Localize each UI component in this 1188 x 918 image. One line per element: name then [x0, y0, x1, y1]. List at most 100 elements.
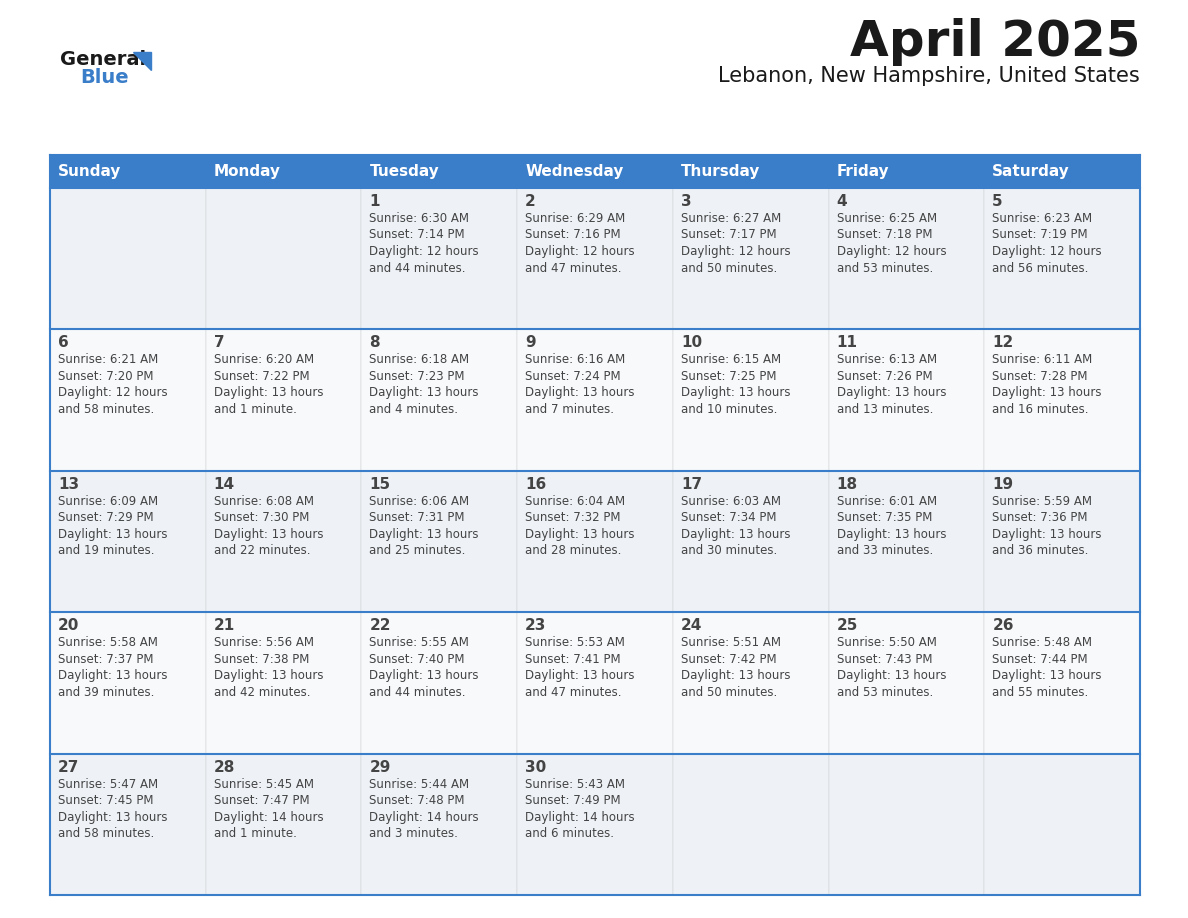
Text: Daylight: 13 hours: Daylight: 13 hours [681, 386, 790, 399]
Text: Daylight: 13 hours: Daylight: 13 hours [836, 528, 946, 541]
Text: Daylight: 13 hours: Daylight: 13 hours [214, 669, 323, 682]
Text: 1: 1 [369, 194, 380, 209]
Text: 22: 22 [369, 618, 391, 633]
Text: 25: 25 [836, 618, 858, 633]
Text: Sunset: 7:17 PM: Sunset: 7:17 PM [681, 229, 777, 241]
Bar [206, 612, 361, 754]
Bar [50, 754, 206, 895]
Bar [985, 330, 1140, 471]
Bar [672, 188, 828, 330]
Text: Sunrise: 5:55 AM: Sunrise: 5:55 AM [369, 636, 469, 649]
Text: and 22 minutes.: and 22 minutes. [214, 544, 310, 557]
Text: Sunset: 7:18 PM: Sunset: 7:18 PM [836, 229, 933, 241]
Bar [672, 612, 828, 754]
Text: Sunset: 7:49 PM: Sunset: 7:49 PM [525, 794, 621, 807]
Text: Sunset: 7:40 PM: Sunset: 7:40 PM [369, 653, 465, 666]
Text: and 50 minutes.: and 50 minutes. [681, 262, 777, 274]
Text: 16: 16 [525, 476, 546, 492]
Text: and 25 minutes.: and 25 minutes. [369, 544, 466, 557]
Text: and 6 minutes.: and 6 minutes. [525, 827, 614, 840]
Text: Daylight: 13 hours: Daylight: 13 hours [681, 669, 790, 682]
Text: Sunrise: 6:11 AM: Sunrise: 6:11 AM [992, 353, 1093, 366]
Text: Sunrise: 6:09 AM: Sunrise: 6:09 AM [58, 495, 158, 508]
Bar [985, 754, 1140, 895]
Bar [206, 155, 361, 188]
Bar [206, 754, 361, 895]
Text: Sunrise: 6:18 AM: Sunrise: 6:18 AM [369, 353, 469, 366]
Text: 23: 23 [525, 618, 546, 633]
Text: 27: 27 [58, 759, 80, 775]
Text: Sunrise: 5:50 AM: Sunrise: 5:50 AM [836, 636, 936, 649]
Text: Daylight: 12 hours: Daylight: 12 hours [836, 245, 946, 258]
Bar [361, 612, 517, 754]
Text: Daylight: 13 hours: Daylight: 13 hours [58, 528, 168, 541]
Text: Daylight: 13 hours: Daylight: 13 hours [992, 386, 1101, 399]
Text: 13: 13 [58, 476, 80, 492]
Text: 28: 28 [214, 759, 235, 775]
Text: and 13 minutes.: and 13 minutes. [836, 403, 933, 416]
Text: 5: 5 [992, 194, 1003, 209]
Bar [828, 155, 985, 188]
Text: and 56 minutes.: and 56 minutes. [992, 262, 1088, 274]
Text: and 19 minutes.: and 19 minutes. [58, 544, 154, 557]
Bar [206, 188, 361, 330]
Bar [828, 471, 985, 612]
Text: and 47 minutes.: and 47 minutes. [525, 262, 621, 274]
Text: and 4 minutes.: and 4 minutes. [369, 403, 459, 416]
Text: Blue: Blue [80, 68, 128, 87]
Text: 6: 6 [58, 335, 69, 351]
Text: Tuesday: Tuesday [369, 164, 440, 179]
Bar [517, 754, 672, 895]
Text: General: General [61, 50, 146, 69]
Text: 10: 10 [681, 335, 702, 351]
Text: Daylight: 12 hours: Daylight: 12 hours [992, 245, 1102, 258]
Text: Monday: Monday [214, 164, 280, 179]
Text: and 47 minutes.: and 47 minutes. [525, 686, 621, 699]
Text: Sunrise: 6:20 AM: Sunrise: 6:20 AM [214, 353, 314, 366]
Text: Sunset: 7:28 PM: Sunset: 7:28 PM [992, 370, 1088, 383]
Bar [828, 754, 985, 895]
Text: 11: 11 [836, 335, 858, 351]
Text: Daylight: 13 hours: Daylight: 13 hours [836, 386, 946, 399]
Text: Sunrise: 6:13 AM: Sunrise: 6:13 AM [836, 353, 936, 366]
Text: Daylight: 13 hours: Daylight: 13 hours [214, 528, 323, 541]
Text: Sunset: 7:41 PM: Sunset: 7:41 PM [525, 653, 621, 666]
Text: Sunset: 7:48 PM: Sunset: 7:48 PM [369, 794, 465, 807]
Bar [828, 612, 985, 754]
Text: Daylight: 12 hours: Daylight: 12 hours [525, 245, 634, 258]
Polygon shape [133, 52, 151, 70]
Text: Sunrise: 5:48 AM: Sunrise: 5:48 AM [992, 636, 1092, 649]
Bar [361, 330, 517, 471]
Text: 19: 19 [992, 476, 1013, 492]
Text: and 1 minute.: and 1 minute. [214, 827, 297, 840]
Text: Sunset: 7:29 PM: Sunset: 7:29 PM [58, 511, 153, 524]
Text: and 44 minutes.: and 44 minutes. [369, 686, 466, 699]
Bar [361, 188, 517, 330]
Text: Sunrise: 5:58 AM: Sunrise: 5:58 AM [58, 636, 158, 649]
Text: and 30 minutes.: and 30 minutes. [681, 544, 777, 557]
Text: Sunset: 7:14 PM: Sunset: 7:14 PM [369, 229, 465, 241]
Bar [828, 330, 985, 471]
Text: and 7 minutes.: and 7 minutes. [525, 403, 614, 416]
Text: Sunrise: 5:51 AM: Sunrise: 5:51 AM [681, 636, 781, 649]
Text: 29: 29 [369, 759, 391, 775]
Text: and 16 minutes.: and 16 minutes. [992, 403, 1088, 416]
Text: Sunrise: 6:06 AM: Sunrise: 6:06 AM [369, 495, 469, 508]
Text: and 28 minutes.: and 28 minutes. [525, 544, 621, 557]
Text: 15: 15 [369, 476, 391, 492]
Text: 9: 9 [525, 335, 536, 351]
Text: and 10 minutes.: and 10 minutes. [681, 403, 777, 416]
Bar [672, 330, 828, 471]
Bar [517, 155, 672, 188]
Bar [361, 471, 517, 612]
Text: Sunday: Sunday [58, 164, 121, 179]
Text: Sunrise: 6:29 AM: Sunrise: 6:29 AM [525, 212, 625, 225]
Bar [361, 754, 517, 895]
Text: Sunset: 7:31 PM: Sunset: 7:31 PM [369, 511, 465, 524]
Bar [517, 330, 672, 471]
Text: and 55 minutes.: and 55 minutes. [992, 686, 1088, 699]
Bar [50, 612, 206, 754]
Text: and 39 minutes.: and 39 minutes. [58, 686, 154, 699]
Text: Sunrise: 5:47 AM: Sunrise: 5:47 AM [58, 778, 158, 790]
Bar [50, 188, 206, 330]
